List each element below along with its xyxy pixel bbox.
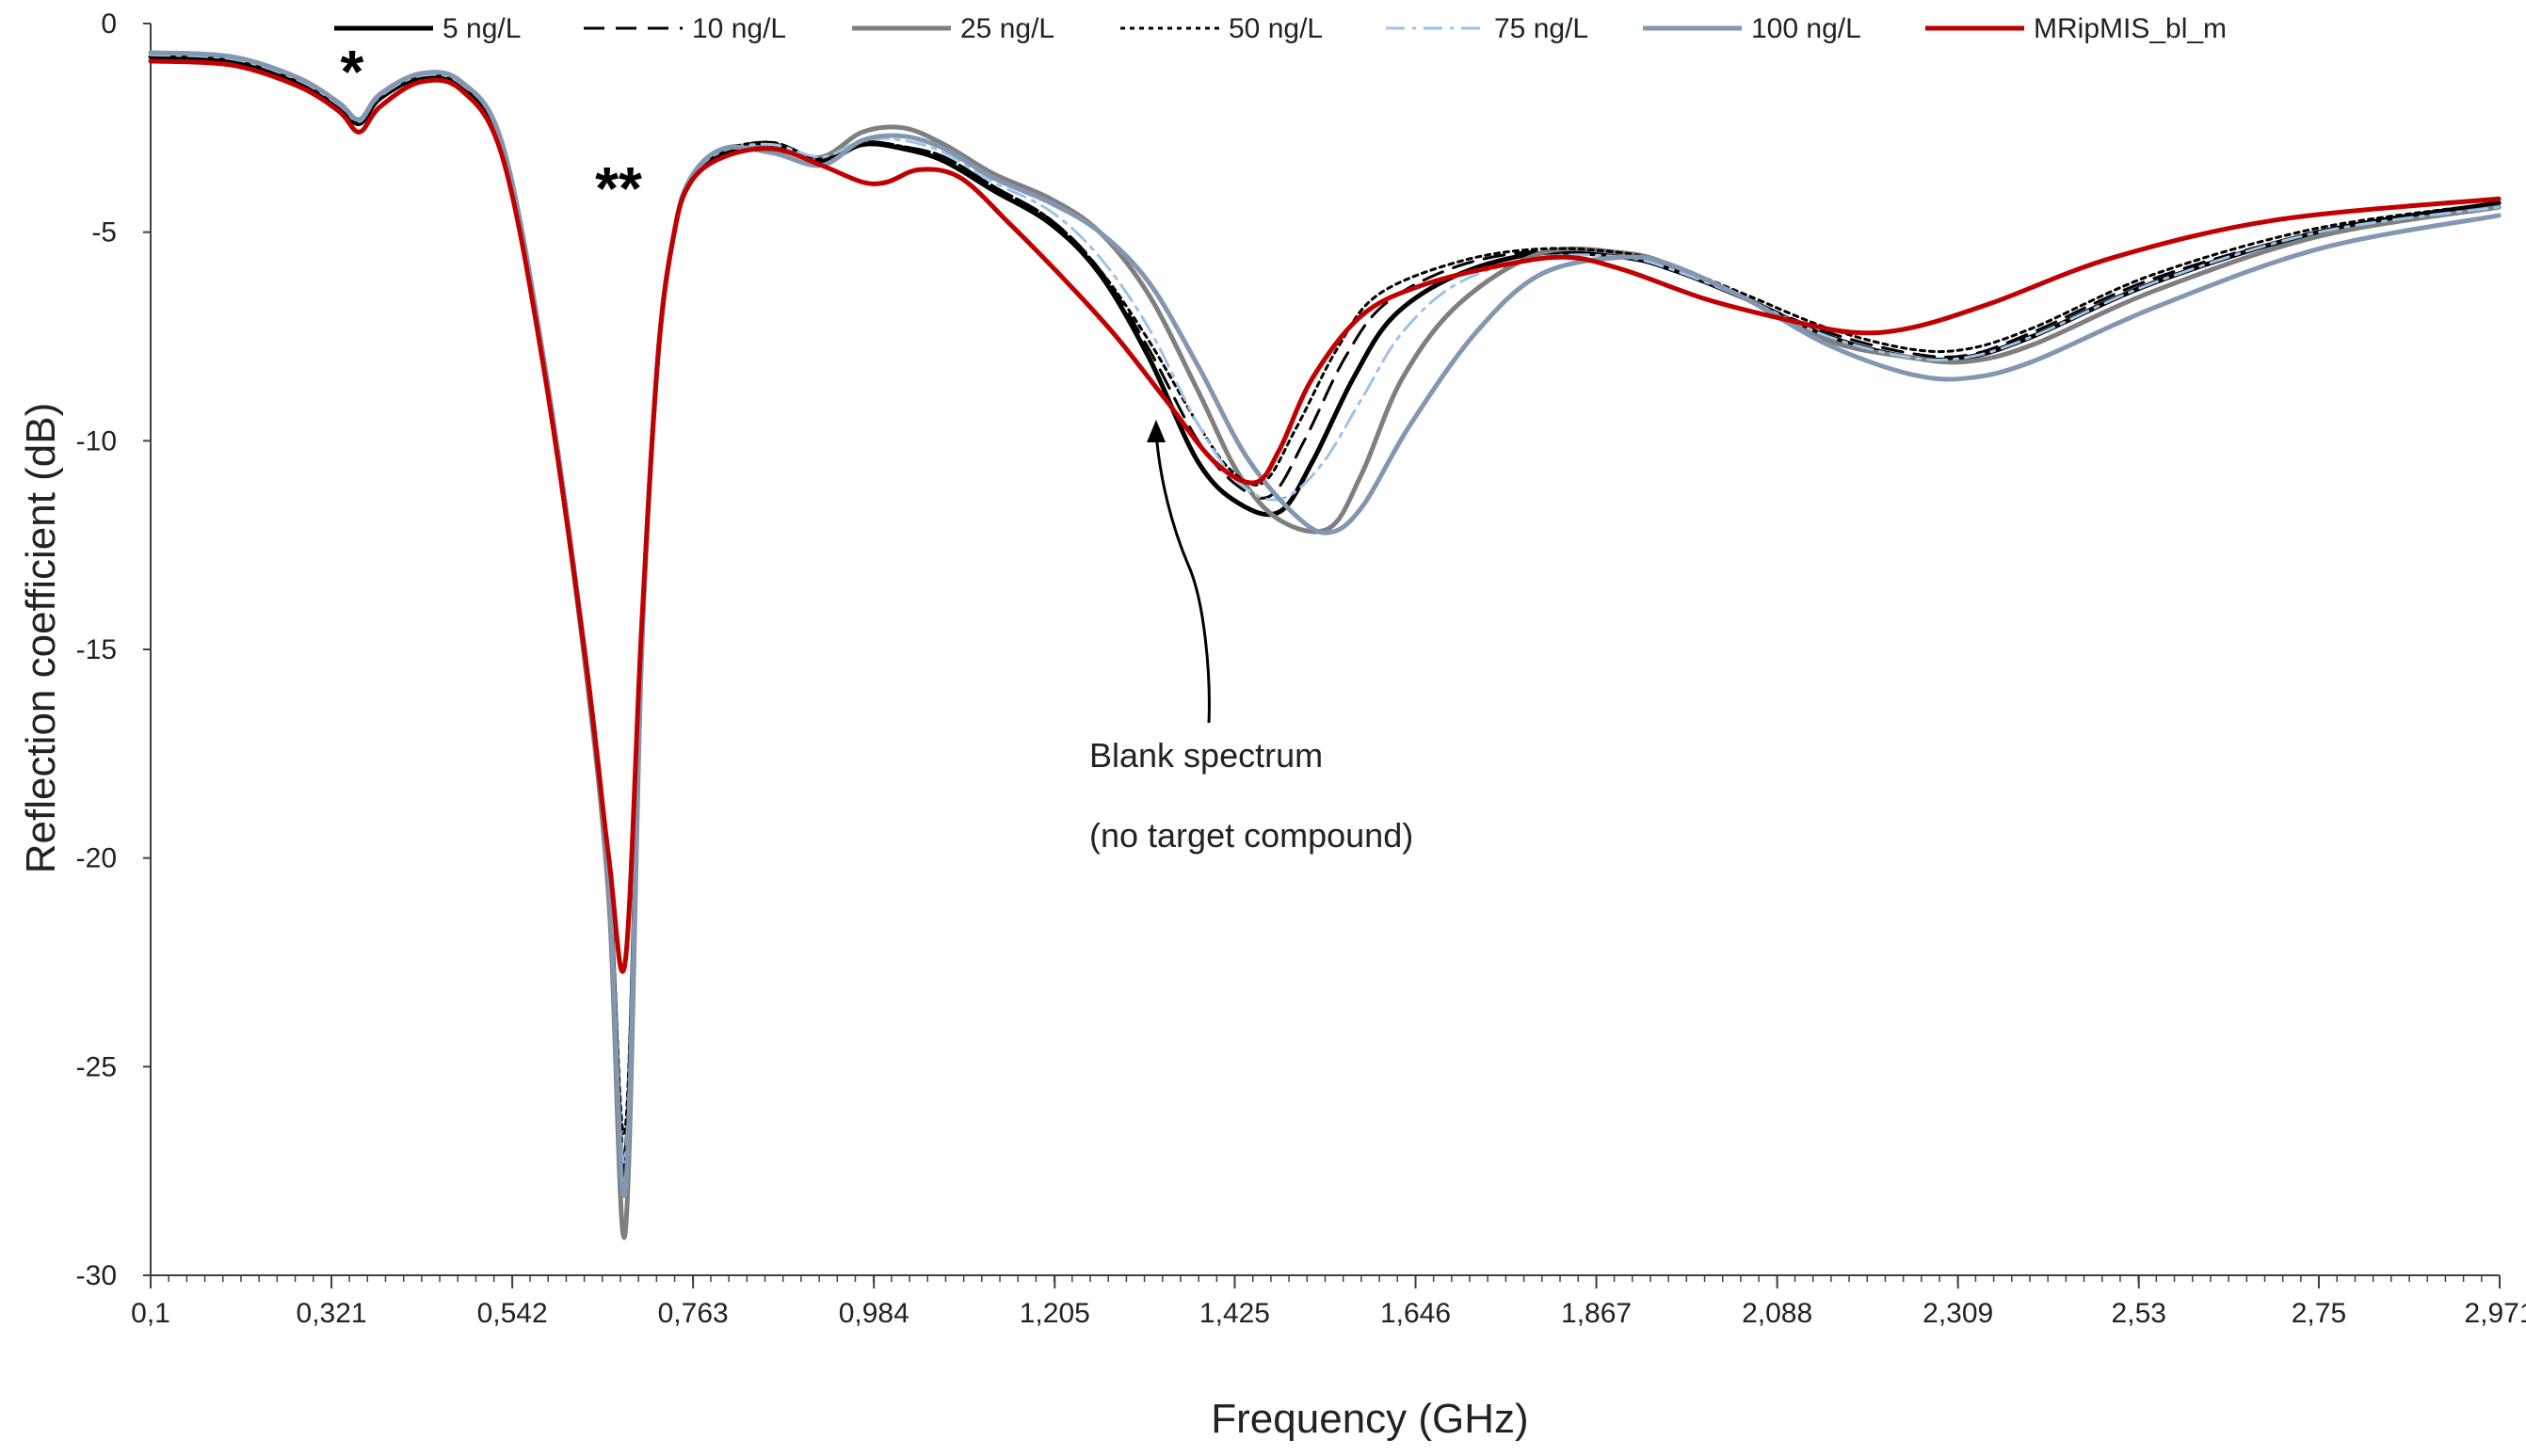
x-tick-label: 0,763 xyxy=(658,1298,729,1329)
x-tick-label: 1,425 xyxy=(1199,1298,1270,1329)
legend-label: 25 ng/L xyxy=(960,13,1054,44)
legend-item: 25 ng/L xyxy=(852,13,1054,44)
x-tick-label: 0,542 xyxy=(477,1298,548,1329)
legend-label: 75 ng/L xyxy=(1494,13,1588,44)
y-tick-label: -30 xyxy=(76,1260,117,1291)
single-star-annotation: * xyxy=(341,38,364,105)
x-tick-label: 0,984 xyxy=(839,1298,909,1329)
x-tick-label: 0,321 xyxy=(297,1298,367,1329)
y-tick-label: -5 xyxy=(91,217,117,248)
legend-item: MRipMIS_bl_m xyxy=(1925,13,2227,44)
legend-label: 10 ng/L xyxy=(692,13,786,44)
legend-item: 10 ng/L xyxy=(584,13,786,44)
legend-label: 50 ng/L xyxy=(1229,13,1323,44)
legend-label: MRipMIS_bl_m xyxy=(2034,13,2227,44)
blank-spectrum-label: Blank spectrum xyxy=(1089,736,1323,775)
legend-label: 5 ng/L xyxy=(442,13,521,44)
legend-item: 100 ng/L xyxy=(1643,13,1861,44)
series-lines xyxy=(148,50,2502,1240)
y-axis-title: Reflection coefficient (dB) xyxy=(18,403,64,874)
x-tick-label: 2,309 xyxy=(1923,1298,1993,1329)
legend-item: 75 ng/L xyxy=(1386,13,1588,44)
x-tick-label: 0,1 xyxy=(131,1298,170,1329)
x-tick-label: 1,867 xyxy=(1561,1298,1632,1329)
x-tick-label: 2,971 xyxy=(2464,1298,2526,1329)
y-tick-label: 0 xyxy=(101,8,117,40)
legend-item: 5 ng/L xyxy=(334,13,521,44)
legend-item: 50 ng/L xyxy=(1120,13,1323,44)
legend: 5 ng/L 10 ng/L 25 ng/L 50 ng/L 75 ng/L 100 ng… xyxy=(334,13,2227,44)
y-tick-label: -15 xyxy=(76,634,117,665)
x-axis: 0,1 0,321 0,542 0,763 0,984 1,205 1,425 1,646 1,… xyxy=(131,1274,2526,1329)
x-axis-title: Frequency (GHz) xyxy=(1211,1396,1528,1442)
y-tick-label: -20 xyxy=(76,843,117,874)
blank-spectrum-arrow xyxy=(1147,420,1211,724)
series-line-4 xyxy=(149,53,2501,1164)
y-tick-label: -25 xyxy=(76,1051,117,1082)
x-tick-label: 2,75 xyxy=(2292,1298,2346,1329)
series-line-1 xyxy=(149,53,2501,1156)
x-tick-label: 2,088 xyxy=(1742,1298,1812,1329)
x-tick-label: 1,205 xyxy=(1020,1298,1090,1329)
series-line-5 xyxy=(148,50,2502,1198)
series-line-6 xyxy=(148,58,2502,974)
y-tick-label: -10 xyxy=(76,425,117,456)
legend-label: 100 ng/L xyxy=(1751,13,1861,44)
x-tick-label: 1,646 xyxy=(1380,1298,1451,1329)
y-axis: 0 -5 -10 -15 -20 -25 -30 xyxy=(76,8,152,1291)
series-line-2 xyxy=(148,50,2502,1240)
double-star-annotation: ** xyxy=(595,154,642,222)
x-tick-label: 2,53 xyxy=(2112,1298,2166,1329)
series-line-0 xyxy=(148,55,2502,1177)
blank-spectrum-sublabel: (no target compound) xyxy=(1089,816,1413,855)
series-line-3 xyxy=(149,53,2501,1135)
